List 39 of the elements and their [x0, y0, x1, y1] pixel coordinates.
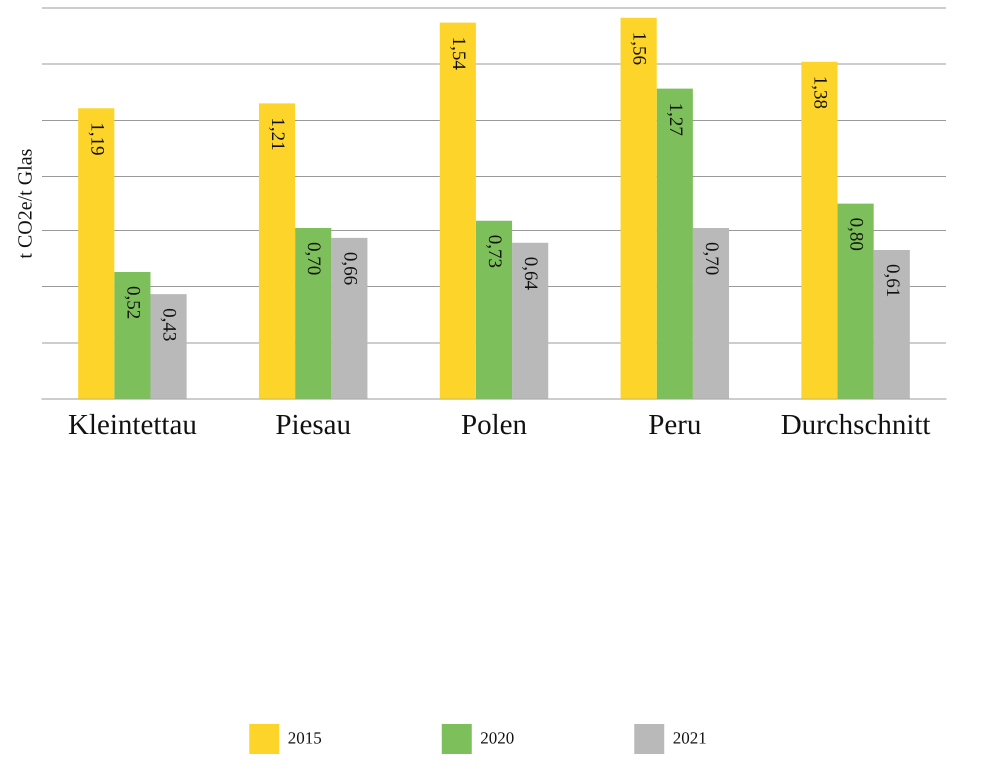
data-label: 1,19 — [86, 122, 108, 156]
data-label: 1,54 — [448, 36, 469, 70]
bar — [258, 103, 296, 399]
legend-label: 2020 — [480, 728, 514, 748]
data-label: 1,21 — [267, 117, 288, 151]
data-label: 0,64 — [520, 256, 542, 290]
data-label: 1,38 — [809, 76, 830, 110]
bar — [512, 242, 548, 399]
data-label: 1,56 — [628, 32, 650, 66]
data-label: 0,43 — [158, 308, 180, 342]
x-tick-label: Piesau — [275, 409, 352, 442]
bar — [801, 62, 838, 399]
y-axis-title: t CO2e/t Glas — [14, 148, 36, 259]
bar — [692, 228, 730, 399]
data-label: 0,70 — [700, 242, 722, 276]
data-label: 0,66 — [339, 252, 360, 286]
bar — [331, 238, 368, 399]
data-label: 0,52 — [122, 286, 144, 320]
bar — [440, 22, 476, 399]
bar — [656, 88, 693, 399]
data-label: 1,27 — [664, 102, 686, 136]
x-tick-label: Durchschnitt — [780, 409, 931, 442]
x-tick-label: Polen — [460, 409, 528, 442]
legend-label: 2021 — [672, 728, 707, 748]
bar — [620, 18, 657, 399]
bar — [874, 250, 910, 399]
legend-label: 2015 — [288, 728, 322, 748]
bar — [114, 272, 150, 399]
bar — [78, 108, 114, 399]
x-tick-label: Kleintettau — [68, 409, 197, 442]
data-label: 0,73 — [484, 234, 506, 268]
data-label: 0,61 — [882, 264, 903, 298]
data-label: 0,80 — [846, 218, 867, 251]
bar — [150, 294, 187, 399]
bar — [476, 220, 512, 399]
bar — [838, 204, 874, 399]
bar — [295, 228, 332, 399]
x-tick-label: Peru — [648, 409, 702, 442]
data-label: 0,70 — [303, 242, 324, 276]
